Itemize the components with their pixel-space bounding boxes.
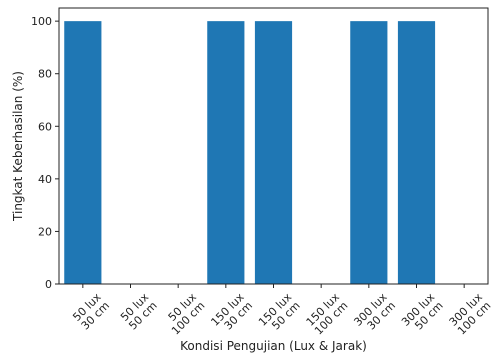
x-tick-label: 50 lux100 cm [161, 290, 208, 337]
bar [398, 21, 435, 284]
bar [255, 21, 292, 284]
bar [207, 21, 244, 284]
y-tick-label: 100 [31, 15, 52, 28]
y-axis-label: Tingkat Keberhasilan (%) [11, 71, 25, 222]
y-tick-label: 80 [38, 68, 52, 81]
x-tick-label: 300 lux50 cm [399, 290, 446, 337]
x-axis-label: Kondisi Pengujian (Lux & Jarak) [180, 339, 367, 353]
x-tick-label: 150 lux50 cm [256, 290, 303, 337]
y-tick-label: 20 [38, 225, 52, 238]
x-tick-label: 300 lux100 cm [447, 290, 494, 337]
x-tick-label: 150 lux100 cm [304, 290, 351, 337]
bar [64, 21, 101, 284]
x-tick-label: 300 lux30 cm [351, 290, 398, 337]
bars-group [64, 21, 435, 284]
x-tick-label: 150 lux30 cm [208, 290, 255, 337]
bar [350, 21, 387, 284]
x-tick-label: 50 lux50 cm [118, 290, 160, 332]
y-axis-ticks: 0 20 40 60 80 100 [31, 15, 59, 291]
y-tick-label: 40 [38, 173, 52, 186]
x-tick-label: 50 lux30 cm [70, 290, 112, 332]
y-tick-label: 60 [38, 120, 52, 133]
y-tick-label: 0 [45, 278, 52, 291]
x-axis-ticks: 50 lux30 cm 50 lux50 cm 50 lux100 cm 150 lu… [70, 284, 494, 337]
